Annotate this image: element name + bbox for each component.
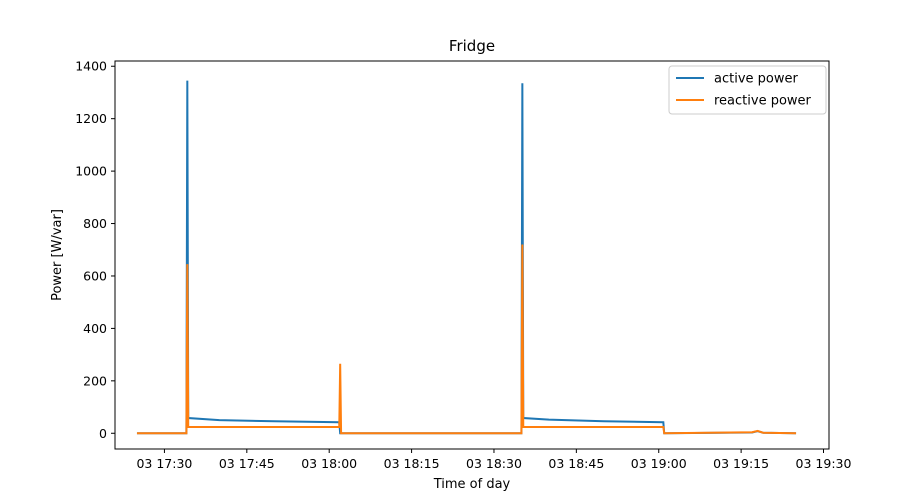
x-tick-label: 03 19:30 xyxy=(796,456,852,471)
x-tick-label: 03 18:30 xyxy=(466,456,522,471)
y-tick-label: 0 xyxy=(99,426,107,441)
x-tick-label: 03 18:00 xyxy=(301,456,357,471)
x-axis-title: Time of day xyxy=(433,477,511,492)
y-tick-label: 1400 xyxy=(75,59,107,74)
legend-frame xyxy=(668,65,827,115)
series-line-reactive-power xyxy=(136,244,797,435)
chart-title: Fridge xyxy=(449,37,495,55)
x-tick-label: 03 18:15 xyxy=(384,456,440,471)
legend-label-reactive-power: reactive power xyxy=(714,94,812,109)
axes-frame xyxy=(114,60,830,450)
axes: 0 200 400 600 800 1000 1200 1400 03 17:30 03 17:4… xyxy=(75,59,851,471)
x-tick-label: 03 19:15 xyxy=(713,456,769,471)
x-tick-label: 03 17:30 xyxy=(136,456,192,471)
x-tick-label: 03 19:00 xyxy=(631,456,687,471)
legend: active power reactive power xyxy=(668,65,827,115)
y-tick-label: 200 xyxy=(83,373,107,388)
y-tick-label: 400 xyxy=(83,321,107,336)
plot-area xyxy=(136,80,797,435)
y-tick-label: 800 xyxy=(83,216,107,231)
x-tick-label: 03 18:45 xyxy=(548,456,604,471)
y-axis-title: Power [W/var] xyxy=(50,209,65,301)
legend-label-active-power: active power xyxy=(714,72,798,87)
y-tick-label: 1000 xyxy=(75,164,107,179)
x-tick-label: 03 17:45 xyxy=(219,456,275,471)
y-tick-label: 600 xyxy=(83,268,107,283)
y-tick-label: 1200 xyxy=(75,111,107,126)
